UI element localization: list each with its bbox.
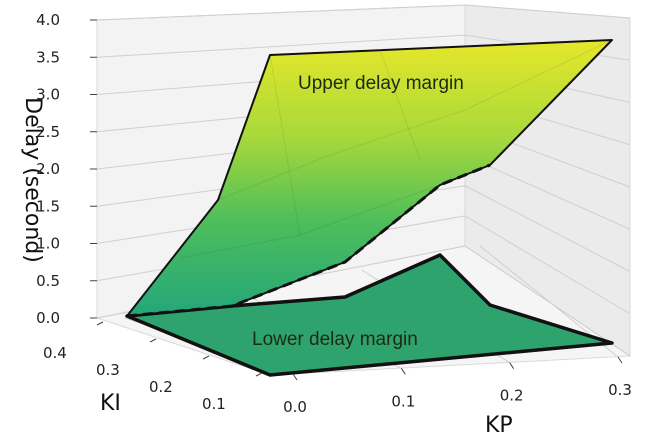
kp-axis-title: KP [485, 413, 513, 438]
ki-tick-label: 0.4 [43, 344, 67, 362]
upper-margin-annotation: Upper delay margin [298, 73, 464, 94]
z-gridline [96, 34, 466, 58]
z-gridline-side [464, 215, 631, 315]
z-tick-label: 3.0 [36, 86, 60, 104]
ki-tick-label: 0.3 [96, 361, 120, 379]
surface-facets [179, 39, 613, 259]
z-tick-label: 0.5 [36, 272, 60, 290]
z-gridline-side [464, 185, 631, 272]
z-tick-label: 3.5 [36, 48, 60, 66]
z-axis-title: Delay (second) [20, 97, 45, 263]
ki-tick-label: 0.1 [202, 395, 226, 413]
kp-tick-label: 0.2 [500, 387, 524, 405]
z-tick-label: 0.0 [36, 309, 60, 327]
ki-axis-title: KI [100, 391, 121, 416]
z-tick-label: 2.5 [36, 123, 60, 141]
kp-tick-mark [617, 356, 623, 364]
z-axis-ticks: 0.0 0.5 1.0 1.5 2.0 2.5 3.0 3.5 4.0 [36, 11, 97, 327]
z-tick-label: 1.0 [36, 235, 60, 253]
kp-tick-mark [509, 362, 515, 369]
ki-tick-label: 0.2 [149, 378, 173, 396]
ki-tick-mark [96, 321, 104, 326]
ki-tick-mark [149, 338, 157, 343]
kp-tick-label: 0.0 [283, 398, 307, 416]
kp-tick-label: 0.3 [608, 381, 632, 399]
lower-margin-dashed-edge [231, 253, 441, 308]
z-tick-label: 1.5 [36, 197, 60, 215]
lower-margin-annotation: Lower delay margin [252, 329, 418, 350]
z-gridline [96, 4, 466, 21]
z-gridline-side [464, 155, 631, 230]
margin-intersection-line [126, 163, 491, 318]
z-gridline-side [464, 4, 631, 19]
kp-tick-mark [400, 368, 406, 375]
kp-tick-mark [292, 373, 298, 381]
z-gridline-side [464, 245, 631, 357]
ki-axis-ticks: 0.1 0.2 0.3 0.4 [43, 321, 263, 413]
kp-axis-ticks: 0.0 0.1 0.2 0.3 [283, 356, 632, 416]
z-tick-label: 4.0 [36, 11, 60, 29]
kp-tick-label: 0.1 [391, 392, 415, 410]
z-tick-label: 2.0 [36, 160, 60, 178]
ki-tick-mark [202, 355, 210, 360]
ki-tick-mark [255, 372, 263, 377]
